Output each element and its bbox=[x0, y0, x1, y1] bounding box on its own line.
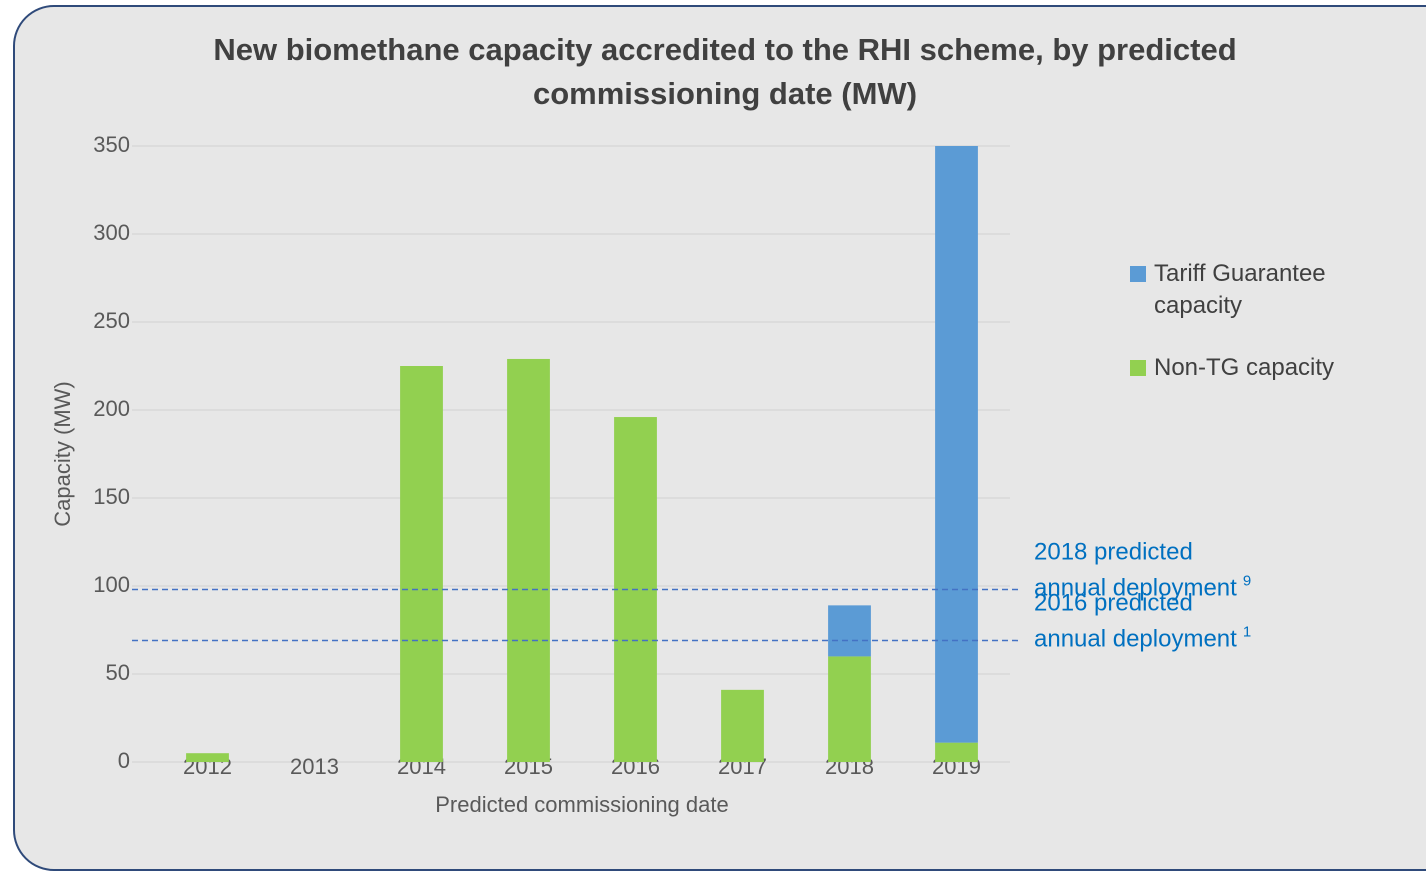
reference-label-line: annual deployment bbox=[1034, 626, 1237, 653]
legend: Tariff Guarantee capacity Non-TG capacity bbox=[1130, 258, 1390, 414]
y-axis-label: Capacity (MW) bbox=[50, 381, 75, 526]
y-tick-label: 350 bbox=[93, 132, 130, 157]
bar-segment bbox=[721, 689, 764, 762]
reference-label-line: 2016 predicted bbox=[1034, 590, 1193, 617]
bar-segment bbox=[507, 358, 550, 762]
y-tick-label: 200 bbox=[93, 396, 130, 421]
legend-item: Tariff Guarantee capacity bbox=[1130, 258, 1390, 322]
y-tick-label: 100 bbox=[93, 572, 130, 597]
x-tick-label: 2013 bbox=[290, 754, 339, 779]
legend-swatch bbox=[1130, 266, 1146, 282]
reference-note: 9 bbox=[1243, 572, 1251, 589]
legend-label: Tariff Guarantee capacity bbox=[1154, 260, 1326, 319]
y-tick-label: 0 bbox=[118, 748, 130, 773]
y-tick-label: 300 bbox=[93, 220, 130, 245]
bar-segment bbox=[828, 656, 871, 762]
reference-label: annual deployment 1 bbox=[1034, 624, 1251, 653]
reference-note: 1 bbox=[1243, 624, 1251, 641]
legend-swatch bbox=[1130, 360, 1146, 376]
chart-title: New biomethane capacity accredited to th… bbox=[213, 32, 1237, 111]
y-tick-label: 50 bbox=[106, 660, 130, 685]
x-axis-label: Predicted commissioning date bbox=[435, 792, 728, 817]
bar-segment bbox=[828, 605, 871, 657]
bar-segment bbox=[935, 742, 978, 762]
reference-label: annual deployment 9 bbox=[1034, 572, 1251, 601]
legend-label: Non-TG capacity bbox=[1154, 354, 1335, 381]
y-tick-label: 250 bbox=[93, 308, 130, 333]
reference-label: 2018 predicted bbox=[1034, 539, 1193, 566]
y-tick-label: 150 bbox=[93, 484, 130, 509]
reference-label: 2016 predicted bbox=[1034, 590, 1193, 617]
bar-segment bbox=[400, 366, 443, 762]
reference-label-line: 2018 predicted bbox=[1034, 539, 1193, 566]
panel bbox=[13, 5, 1426, 871]
reference-label-line: annual deployment bbox=[1034, 575, 1237, 602]
legend-item: Non-TG capacity bbox=[1130, 352, 1390, 384]
bar-segment bbox=[186, 753, 229, 762]
bar-segment bbox=[935, 146, 978, 743]
